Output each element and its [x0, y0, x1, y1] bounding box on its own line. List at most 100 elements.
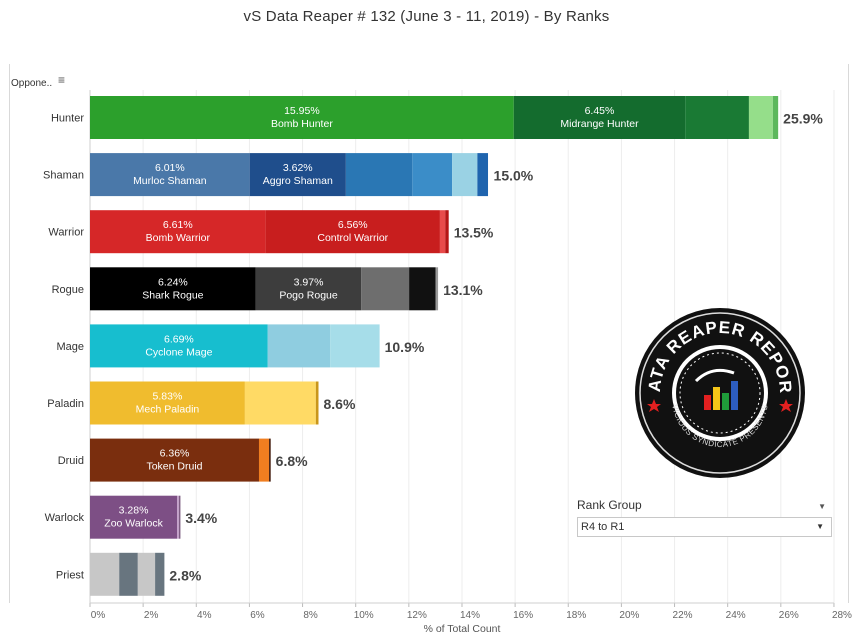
bar-segment-priest: [137, 552, 156, 596]
total-percent-label: 15.0%: [494, 168, 534, 184]
x-tick-label: 26%: [779, 610, 799, 621]
total-percent-label: 3.4%: [185, 510, 217, 526]
bar-segment-druid: [258, 438, 270, 482]
segment-archetype-label: Shark Rogue: [142, 289, 203, 301]
x-axis-label: % of Total Count: [423, 623, 501, 635]
segment-percent-label: 6.56%: [338, 219, 368, 231]
bar-segment-warrior: [90, 210, 266, 254]
x-tick-label: 20%: [619, 610, 639, 621]
rank-group-selected: R4 to R1: [581, 521, 625, 533]
segment-archetype-label: Mech Paladin: [136, 404, 200, 416]
rank-group-filter[interactable]: Rank Group ▼ R4 to R1 ▼: [577, 498, 832, 537]
segment-percent-label: 15.95%: [284, 105, 320, 117]
segment-percent-label: 6.45%: [585, 105, 615, 117]
bar-segment-priest: [90, 552, 120, 596]
bar-segment-paladin: [244, 381, 316, 425]
dropdown-arrow-icon[interactable]: ▼: [816, 522, 824, 531]
rank-group-title: Rank Group: [577, 498, 642, 512]
segment-percent-label: 5.83%: [153, 391, 183, 403]
bar-segment-warrior: [265, 210, 440, 254]
class-label-mage: Mage: [56, 341, 84, 353]
bar-segment-shaman: [477, 153, 489, 197]
class-label-druid: Druid: [58, 455, 84, 467]
bar-segment-shaman: [90, 153, 250, 197]
bar-segment-hunter: [513, 96, 686, 139]
x-tick-label: 24%: [726, 610, 746, 621]
segment-percent-label: 3.28%: [119, 505, 149, 517]
class-label-rogue: Rogue: [52, 284, 84, 296]
x-tick-label: 4%: [197, 610, 212, 621]
bar-segment-paladin: [315, 381, 319, 425]
total-percent-label: 25.9%: [783, 111, 823, 127]
bar-segment-hunter: [90, 96, 514, 139]
bar-segment-shaman: [412, 153, 453, 197]
x-tick-label: 28%: [832, 610, 852, 621]
x-tick-label: 2%: [144, 610, 159, 621]
bar-segment-mage: [330, 324, 380, 368]
segment-archetype-label: Cyclone Mage: [145, 346, 212, 358]
class-label-hunter: Hunter: [51, 113, 84, 125]
segment-archetype-label: Token Druid: [146, 461, 202, 473]
segment-archetype-label: Bomb Hunter: [271, 118, 333, 130]
segment-percent-label: 6.01%: [155, 162, 185, 174]
x-tick-label: 18%: [566, 610, 586, 621]
total-percent-label: 13.5%: [454, 225, 494, 241]
x-tick-label: 6%: [250, 610, 265, 621]
bar-segment-warlock: [179, 495, 181, 539]
chart-frame: [9, 64, 849, 603]
x-tick-label: 14%: [460, 610, 480, 621]
rank-group-dropdown[interactable]: R4 to R1 ▼: [577, 517, 832, 537]
bar-segment-shaman: [345, 153, 413, 197]
segment-archetype-label: Midrange Hunter: [560, 118, 639, 130]
bar-segment-rogue: [409, 267, 436, 311]
x-tick-label: 12%: [407, 610, 427, 621]
bar-segment-warrior: [439, 210, 446, 254]
bar-segment-druid: [269, 438, 271, 482]
segment-archetype-label: Zoo Warlock: [104, 518, 163, 530]
x-tick-label: 22%: [673, 610, 693, 621]
class-label-priest: Priest: [56, 569, 84, 581]
bar-segment-paladin: [90, 381, 245, 425]
bar-segment-shaman: [249, 153, 346, 197]
bar-segment-hunter: [772, 96, 779, 139]
total-percent-label: 6.8%: [276, 453, 308, 469]
bar-segment-warrior: [445, 210, 449, 254]
sort-icon[interactable]: ≡: [58, 73, 66, 87]
class-label-warlock: Warlock: [45, 512, 85, 524]
bar-segment-mage: [90, 324, 268, 368]
segment-percent-label: 3.97%: [294, 276, 324, 288]
bar-segment-rogue: [255, 267, 362, 311]
filter-menu-caret-icon[interactable]: ▼: [818, 502, 826, 511]
x-tick-label: 10%: [354, 610, 374, 621]
segment-percent-label: 3.62%: [283, 162, 313, 174]
bar-segment-warlock: [90, 495, 178, 539]
total-percent-label: 10.9%: [385, 339, 425, 355]
bar-segment-shaman: [452, 153, 478, 197]
x-tick-label: 0%: [91, 610, 106, 621]
total-percent-label: 8.6%: [324, 396, 356, 412]
data-reaper-report-logo: DATA REAPER REPORT VICIOUS SYNDICATE PRE…: [634, 307, 805, 478]
segment-percent-label: 6.69%: [164, 333, 194, 345]
class-label-shaman: Shaman: [43, 170, 84, 182]
total-percent-label: 13.1%: [443, 282, 483, 298]
segment-archetype-label: Pogo Rogue: [279, 289, 338, 301]
bar-segment-priest: [155, 552, 165, 596]
bar-segment-priest: [119, 552, 138, 596]
bar-segment-rogue: [90, 267, 256, 311]
bar-segment-rogue: [361, 267, 410, 311]
bar-segment-hunter: [748, 96, 773, 139]
bar-segment-hunter: [685, 96, 749, 139]
segment-archetype-label: Control Warrior: [317, 232, 388, 244]
segment-percent-label: 6.36%: [160, 448, 190, 460]
opponent-header[interactable]: Oppone..: [11, 78, 53, 89]
bar-segment-rogue: [435, 267, 439, 311]
segment-percent-label: 6.61%: [163, 219, 193, 231]
bar-segment-mage: [267, 324, 331, 368]
segment-archetype-label: Murloc Shaman: [133, 175, 207, 187]
class-label-warrior: Warrior: [48, 227, 84, 239]
total-percent-label: 2.8%: [169, 567, 201, 583]
segment-percent-label: 6.24%: [158, 276, 188, 288]
class-label-paladin: Paladin: [47, 398, 84, 410]
bar-segment-warlock: [177, 495, 180, 539]
